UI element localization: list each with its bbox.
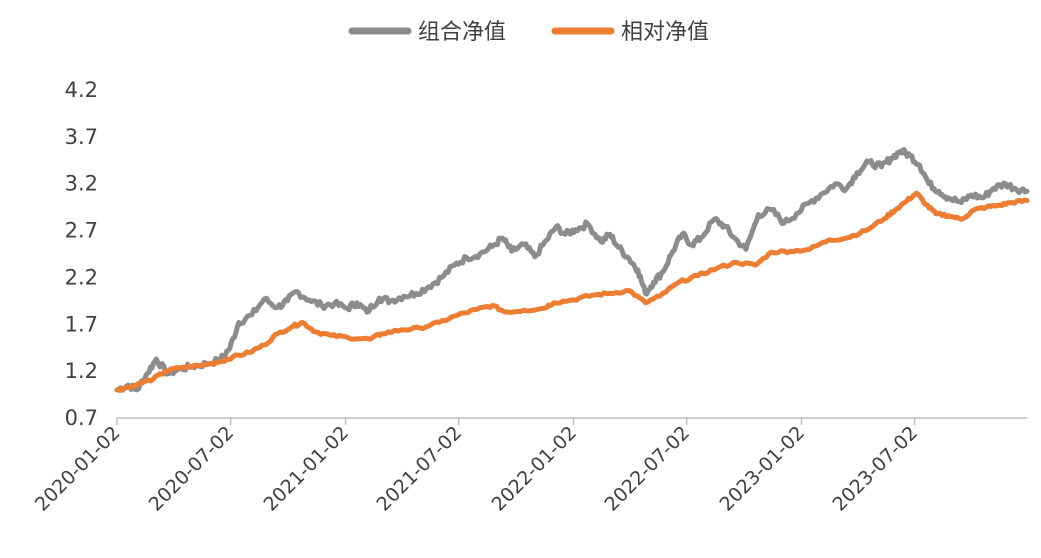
x-tick-label-2: 2021-01-02	[259, 422, 353, 516]
legend-label-series-2: 相对净值	[621, 20, 709, 45]
y-tick-label-4: 2.7	[65, 219, 98, 243]
legend: 组合净值 相对净值	[348, 20, 709, 45]
legend-label-series-1: 组合净值	[418, 20, 506, 45]
x-tick-label-3: 2021-07-02	[373, 422, 467, 516]
y-tick-label-3: 2.2	[65, 265, 98, 289]
x-tick-label-6: 2023-01-02	[715, 422, 809, 516]
y-axis: 0.7 1.2 1.7 2.2 2.7 3.2 3.7 4.2	[65, 78, 98, 430]
y-tick-label-0: 0.7	[65, 406, 98, 430]
x-tick-label-1: 2020-07-02	[145, 422, 239, 516]
legend-item-series-1[interactable]: 组合净值	[348, 20, 506, 45]
x-tick-label-0: 2020-01-02	[31, 422, 125, 516]
x-axis: 2020-01-02 2020-07-02 2021-01-02 2021-07-02…	[31, 417, 1027, 516]
y-tick-label-7: 4.2	[65, 78, 98, 102]
series-line-2	[114, 190, 1030, 393]
x-tick-label-4: 2022-01-02	[487, 422, 581, 516]
y-tick-label-5: 3.2	[65, 172, 98, 196]
y-tick-label-1: 1.2	[65, 359, 98, 383]
legend-item-series-2[interactable]: 相对净值	[551, 20, 709, 45]
y-tick-label-2: 1.7	[65, 312, 98, 336]
series-line-1	[114, 147, 1030, 393]
plot-area	[114, 147, 1030, 393]
x-tick-label-7: 2023-07-02	[828, 422, 922, 516]
y-tick-label-6: 3.7	[65, 125, 98, 149]
x-tick-label-5: 2022-07-02	[601, 422, 695, 516]
